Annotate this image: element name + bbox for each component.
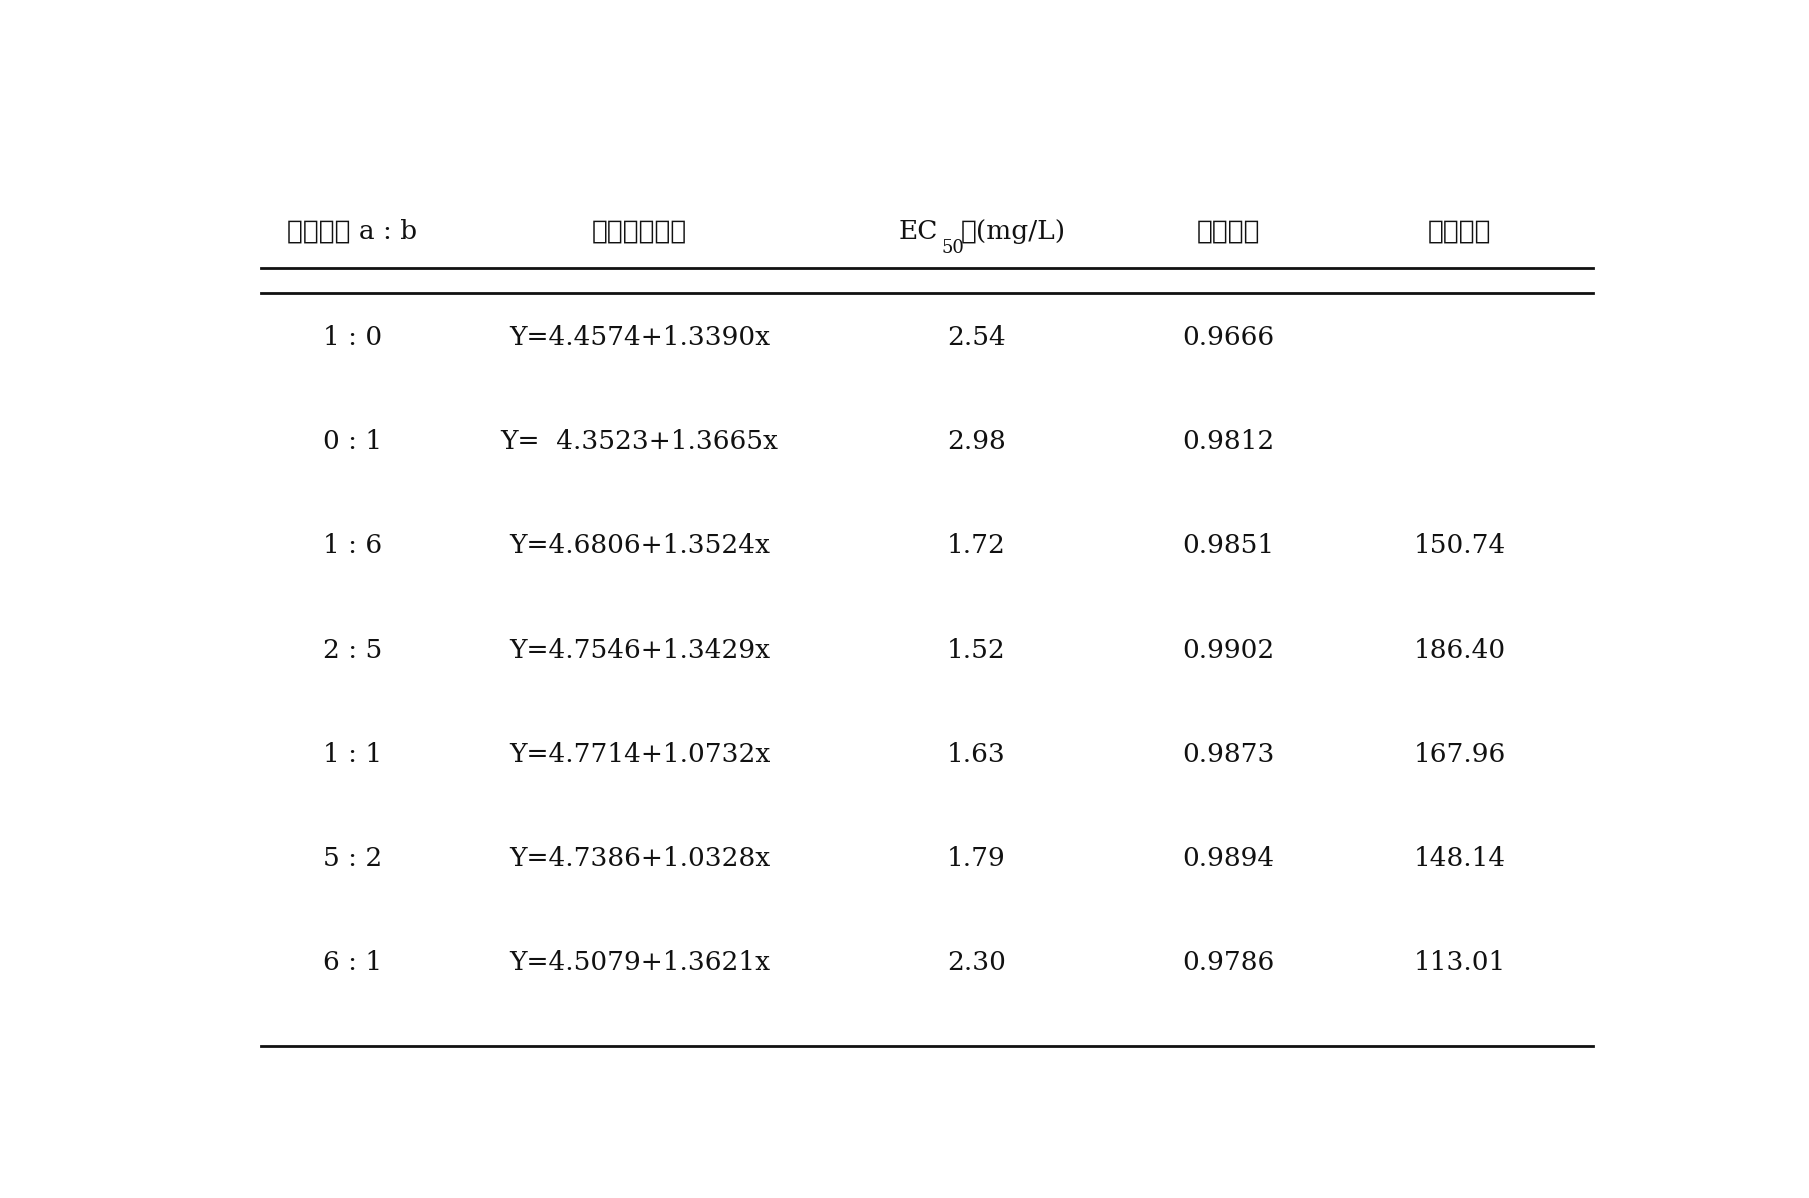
Text: 0.9786: 0.9786	[1183, 950, 1275, 975]
Text: Y=4.7546+1.3429x: Y=4.7546+1.3429x	[508, 637, 771, 662]
Text: 113.01: 113.01	[1415, 950, 1505, 975]
Text: 1 : 1: 1 : 1	[322, 742, 382, 767]
Text: 0.9873: 0.9873	[1183, 742, 1275, 767]
Text: 1.52: 1.52	[946, 637, 1006, 662]
Text: 2.30: 2.30	[946, 950, 1006, 975]
Text: 2.98: 2.98	[946, 429, 1006, 454]
Text: Y=  4.3523+1.3665x: Y= 4.3523+1.3665x	[501, 429, 778, 454]
Text: 150.74: 150.74	[1415, 533, 1505, 558]
Text: 0 : 1: 0 : 1	[322, 429, 382, 454]
Text: 有效成分 a : b: 有效成分 a : b	[288, 219, 418, 244]
Text: 0.9666: 0.9666	[1183, 325, 1275, 350]
Text: 0.9851: 0.9851	[1183, 533, 1275, 558]
Text: 值(mg/L): 值(mg/L)	[961, 219, 1066, 244]
Text: 2 : 5: 2 : 5	[322, 637, 382, 662]
Text: Y=4.7386+1.0328x: Y=4.7386+1.0328x	[508, 846, 771, 871]
Text: 186.40: 186.40	[1415, 637, 1505, 662]
Text: Y=4.5079+1.3621x: Y=4.5079+1.3621x	[508, 950, 771, 975]
Text: EC: EC	[899, 219, 939, 244]
Text: 6 : 1: 6 : 1	[322, 950, 382, 975]
Text: 148.14: 148.14	[1415, 846, 1505, 871]
Text: 5 : 2: 5 : 2	[322, 846, 382, 871]
Text: Y=4.6806+1.3524x: Y=4.6806+1.3524x	[508, 533, 771, 558]
Text: 1 : 0: 1 : 0	[322, 325, 382, 350]
Text: 1.79: 1.79	[946, 846, 1006, 871]
Text: 相关系数: 相关系数	[1198, 219, 1261, 244]
Text: Y=4.4574+1.3390x: Y=4.4574+1.3390x	[508, 325, 771, 350]
Text: 共毒系数: 共毒系数	[1427, 219, 1492, 244]
Text: 50: 50	[941, 238, 964, 258]
Text: 0.9812: 0.9812	[1183, 429, 1275, 454]
Text: 0.9902: 0.9902	[1183, 637, 1275, 662]
Text: 1 : 6: 1 : 6	[322, 533, 382, 558]
Text: 1.72: 1.72	[946, 533, 1006, 558]
Text: Y=4.7714+1.0732x: Y=4.7714+1.0732x	[508, 742, 771, 767]
Text: 167.96: 167.96	[1415, 742, 1505, 767]
Text: 1.63: 1.63	[946, 742, 1006, 767]
Text: 0.9894: 0.9894	[1183, 846, 1275, 871]
Text: 毒力回归方程: 毒力回归方程	[592, 219, 687, 244]
Text: 2.54: 2.54	[946, 325, 1006, 350]
